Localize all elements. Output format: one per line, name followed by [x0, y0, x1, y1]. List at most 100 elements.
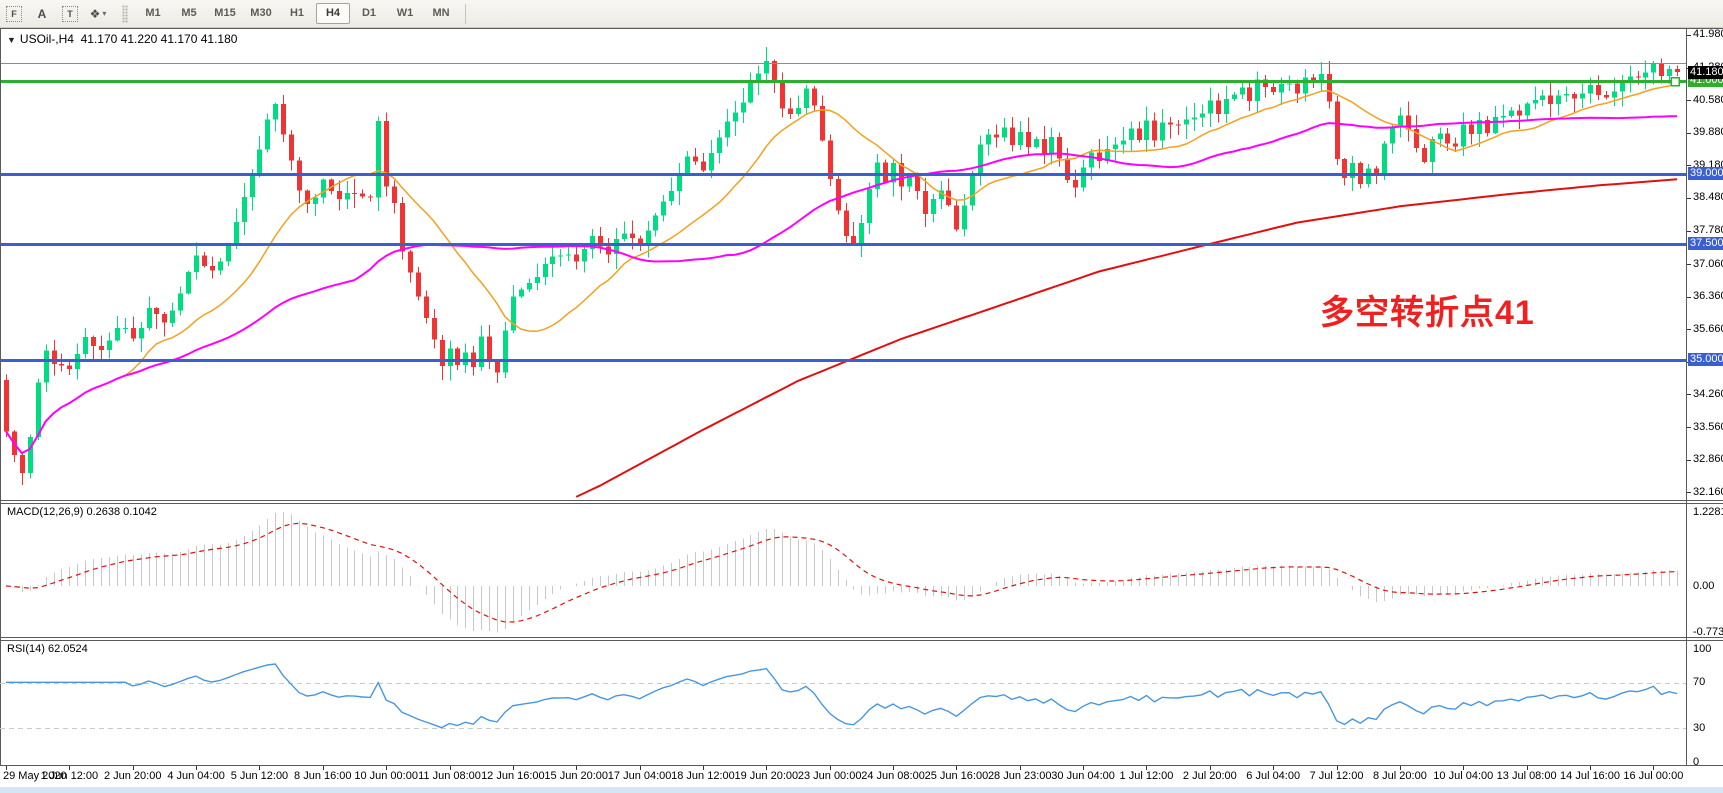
- price-axis-tick-label[interactable]: 39.880: [1693, 126, 1723, 139]
- candle-body: [463, 352, 468, 365]
- candle-body: [1232, 94, 1237, 99]
- price-level-label: 39.000: [1688, 167, 1723, 181]
- candle-body: [1113, 144, 1118, 149]
- candle-body: [1018, 132, 1023, 146]
- timeframe-button-d1[interactable]: D1: [361, 7, 377, 19]
- timeframe-button-m15[interactable]: M15: [214, 7, 236, 19]
- time-axis-label[interactable]: 17 Jun 04:00: [607, 770, 672, 782]
- chart-annotation-text[interactable]: 多空转折点41: [1320, 294, 1535, 332]
- panel-borders: [0, 28, 1723, 766]
- time-axis-label[interactable]: 1 Jul 12:00: [1119, 770, 1174, 782]
- text-label-tool-icon[interactable]: T: [58, 3, 82, 25]
- moving-averages-layer: [5, 83, 1678, 498]
- time-axis-label[interactable]: 23 Jun 00:00: [797, 770, 862, 782]
- candle-body: [107, 340, 112, 350]
- price-axis-tick-label[interactable]: 37.780: [1693, 224, 1723, 237]
- price-axis-tick-label[interactable]: 40.580: [1693, 93, 1723, 106]
- time-axis-label[interactable]: 8 Jul 20:00: [1372, 770, 1427, 782]
- time-axis-label[interactable]: 29 May 2020: [3, 770, 67, 782]
- price-axis-tick-label[interactable]: 37.060: [1693, 257, 1723, 270]
- candle-body: [1208, 100, 1213, 114]
- price-axis-tick-label[interactable]: 32.860: [1693, 453, 1723, 466]
- candle-body: [487, 336, 492, 362]
- candle-body: [1327, 73, 1332, 102]
- rsi-levels: [0, 683, 1686, 729]
- time-axis-label[interactable]: 13 Jul 08:00: [1496, 770, 1557, 782]
- timeframe-button-m30[interactable]: M30: [250, 7, 272, 19]
- candle-body: [28, 436, 33, 474]
- time-axis-label[interactable]: 2 Jun 20:00: [103, 770, 162, 782]
- candle-body: [154, 307, 159, 314]
- grid-snap-icon[interactable]: F: [2, 3, 26, 25]
- candle-body: [1200, 113, 1205, 118]
- time-axis-label[interactable]: 16 Jul 00:00: [1623, 770, 1684, 782]
- time-axis-label[interactable]: 12 Jun 16:00: [481, 770, 545, 782]
- line-selection-handle[interactable]: [1670, 76, 1680, 87]
- collapse-icon[interactable]: ▼: [7, 35, 16, 45]
- price-axis-tick-label[interactable]: 33.560: [1693, 420, 1723, 433]
- candle-body: [1469, 124, 1474, 135]
- symbols-arrange-icon[interactable]: ❖ ▾: [89, 6, 107, 21]
- time-axis-label[interactable]: 6 Jul 04:00: [1246, 770, 1301, 782]
- candle-body: [329, 179, 334, 191]
- candle-body: [1382, 143, 1387, 176]
- time-axis-label[interactable]: 8 Jun 16:00: [294, 770, 352, 782]
- time-axis-label[interactable]: 14 Jul 16:00: [1560, 770, 1620, 782]
- timeframe-button-w1[interactable]: W1: [396, 7, 414, 19]
- dropdown-caret-icon[interactable]: ▾: [102, 9, 107, 18]
- time-axis-label[interactable]: 18 Jun 12:00: [671, 770, 735, 782]
- price-axis-tick-label[interactable]: 41.980: [1693, 28, 1723, 41]
- candle-body: [1453, 143, 1458, 147]
- toolbar-grip[interactable]: [122, 4, 128, 23]
- macd-signal-line: [5, 522, 1678, 623]
- candle-body: [1406, 115, 1411, 130]
- candle-body: [289, 134, 294, 161]
- candle-body: [400, 203, 405, 252]
- candle-body: [1525, 103, 1530, 116]
- time-axis-label[interactable]: 19 Jun 20:00: [734, 770, 799, 782]
- price-axis-tick-label[interactable]: 36.360: [1693, 290, 1723, 303]
- timeframe-button-m5[interactable]: M5: [181, 7, 197, 19]
- time-axis-label[interactable]: 1 Jun 12:00: [40, 770, 99, 782]
- time-axis-label[interactable]: 10 Jul 04:00: [1433, 770, 1494, 782]
- horizontal-lines-layer[interactable]: [0, 63, 1686, 362]
- price-axis-tick-label[interactable]: 35.660: [1693, 322, 1723, 335]
- candle-body: [440, 339, 445, 366]
- candle-body: [495, 361, 500, 373]
- time-axis-label[interactable]: 24 Jun 08:00: [861, 770, 925, 782]
- candle-body: [1430, 139, 1435, 163]
- time-axis-label[interactable]: 5 Jun 12:00: [230, 770, 289, 782]
- time-axis-label[interactable]: 4 Jun 04:00: [167, 770, 225, 782]
- price-axis-tick-label[interactable]: 38.480: [1693, 191, 1723, 204]
- candle-body: [1263, 79, 1268, 87]
- price-axis-ticks: [1687, 35, 1691, 493]
- time-axis-label[interactable]: 28 Jun 23:00: [987, 770, 1052, 782]
- time-axis-label[interactable]: 30 Jun 04:00: [1051, 770, 1115, 782]
- time-axis-label[interactable]: 7 Jul 12:00: [1309, 770, 1364, 782]
- chart-symbol-header[interactable]: ▼ USOil-,H4 41.170 41.220 41.170 41.180: [7, 32, 237, 46]
- time-axis-label[interactable]: 15 Jun 20:00: [544, 770, 609, 782]
- time-axis-label[interactable]: 10 Jun 00:00: [354, 770, 418, 782]
- time-axis-label[interactable]: 25 Jun 16:00: [924, 770, 989, 782]
- price-axis-tick-label[interactable]: 32.160: [1693, 485, 1723, 498]
- cursor-arrow-icon[interactable]: A: [37, 6, 47, 21]
- time-axis-label[interactable]: 11 Jun 08:00: [418, 770, 481, 782]
- candle-body: [1540, 95, 1545, 100]
- candle-body: [1168, 122, 1173, 125]
- candle-body: [1255, 79, 1260, 102]
- toolbar: F A T ❖ ▾ M1 M5 M15 M30 H1 H4 D1 W1 MN: [0, 0, 1723, 28]
- candle-body: [1422, 148, 1427, 163]
- bottom-scroll-strip[interactable]: [0, 787, 1723, 793]
- candle-body: [392, 186, 397, 204]
- timeframe-button-h1[interactable]: H1: [289, 7, 305, 19]
- timeframe-button-mn[interactable]: MN: [432, 7, 450, 19]
- timeframe-button-h4[interactable]: H4: [316, 3, 350, 24]
- candle-body: [1184, 119, 1189, 125]
- price-axis-tick-label[interactable]: 34.260: [1693, 387, 1723, 400]
- candle-body: [1643, 72, 1648, 78]
- time-axis-label[interactable]: 2 Jul 20:00: [1182, 770, 1237, 782]
- timeframe-button-m1[interactable]: M1: [145, 7, 161, 19]
- candle-body: [828, 140, 833, 179]
- candle-body: [1628, 76, 1633, 83]
